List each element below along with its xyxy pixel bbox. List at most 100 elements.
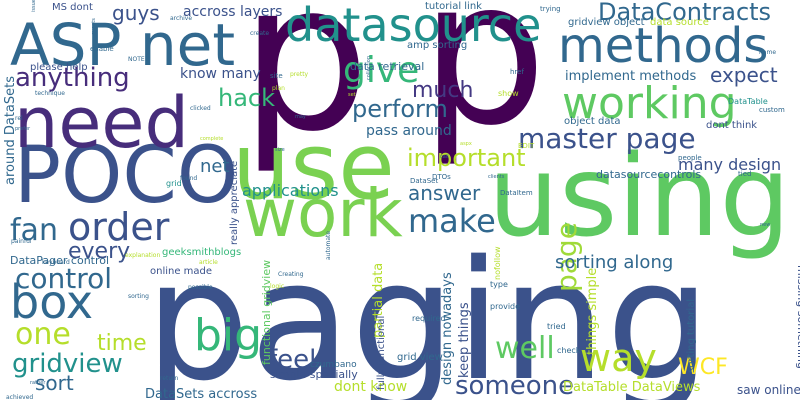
word-name: name bbox=[759, 49, 776, 56]
word-edit: EDIT bbox=[518, 142, 535, 150]
word-make: make bbox=[408, 202, 496, 240]
word-nofollow: nofollow bbox=[493, 246, 502, 280]
word-fully-functional: fully functional bbox=[376, 316, 387, 390]
word-functional-gridview: functional gridview bbox=[260, 260, 273, 365]
word-creating: Creating bbox=[278, 271, 304, 278]
word-prefer: prefer bbox=[15, 126, 31, 132]
word-master-page: master page bbox=[518, 122, 696, 155]
word-complete: complete bbox=[200, 136, 223, 142]
word-asp-net: ASP net bbox=[10, 11, 235, 79]
word-way: way bbox=[580, 336, 657, 380]
word-simple-specially: simple specially bbox=[270, 368, 358, 381]
word-people: people bbox=[678, 154, 702, 162]
word-feel: feel bbox=[268, 345, 316, 375]
word-rather: rather bbox=[30, 380, 46, 386]
word-one: one bbox=[15, 317, 71, 352]
word-please-help: please help bbox=[30, 62, 88, 73]
word-technique: technique bbox=[35, 90, 65, 97]
word-perform: perform bbox=[352, 95, 448, 123]
word-new: new bbox=[760, 222, 770, 228]
word-grid-view: grid view bbox=[397, 352, 443, 363]
word-expect: expect bbox=[710, 63, 778, 87]
word-p: p bbox=[240, 0, 370, 177]
word-create: create bbox=[250, 30, 269, 37]
word-found: found bbox=[180, 175, 197, 182]
word-sorting-along: sorting along bbox=[555, 252, 673, 273]
word-missing-something: missing something bbox=[795, 265, 800, 369]
word-know-many: know many bbox=[180, 66, 261, 82]
word-note: NOTE bbox=[128, 56, 145, 63]
word-fan: fan bbox=[10, 213, 58, 248]
word-amp-sorting: amp sorting bbox=[407, 40, 467, 51]
word-many-design: many design bbox=[678, 155, 781, 174]
word-rel: rel bbox=[15, 115, 23, 122]
word-using: using bbox=[488, 132, 791, 262]
word-guys: guys bbox=[112, 1, 160, 25]
word-dataset: DataSet bbox=[410, 177, 438, 185]
word-keyboard: keyboard bbox=[42, 259, 70, 266]
word-sorting: sorting bbox=[128, 293, 149, 300]
word-gridview-object: gridview object bbox=[568, 17, 645, 28]
word-dataitem: DataItem bbox=[500, 189, 533, 197]
word-accross-layers: accross layers bbox=[183, 4, 282, 20]
word-tutorial-link: tutorial link bbox=[425, 1, 482, 12]
word-pretty: pretty bbox=[290, 71, 309, 78]
word-clicked: clicked bbox=[190, 105, 211, 112]
word-aspx: aspx bbox=[460, 141, 472, 147]
word-provide: provide bbox=[490, 302, 520, 311]
word-tried: tried bbox=[547, 322, 566, 331]
word-wcf: WCF bbox=[678, 355, 728, 380]
word-object-data: object data bbox=[564, 116, 621, 127]
word-plan: plan bbox=[272, 85, 285, 92]
word-working: working bbox=[562, 78, 737, 129]
word-design-nowadays: design nowadays bbox=[440, 272, 455, 385]
word-important: important bbox=[407, 144, 526, 172]
word-really-appreciate: really appreciate bbox=[229, 161, 240, 245]
word-type: type bbox=[490, 280, 508, 289]
word-box: box bbox=[10, 275, 93, 329]
word-someone: someone bbox=[455, 371, 574, 400]
word-article: article bbox=[199, 259, 218, 266]
word-give: give bbox=[343, 50, 419, 91]
word-net: net bbox=[200, 156, 230, 177]
word-data-source: data source bbox=[650, 17, 709, 28]
word-datacontracts: DataContracts bbox=[598, 0, 771, 26]
word-anything: anything bbox=[15, 63, 130, 93]
word-custom: custom bbox=[759, 106, 785, 114]
word-explanation: explanation bbox=[125, 252, 160, 259]
word-required: required bbox=[412, 314, 446, 323]
word-control: control bbox=[15, 262, 112, 295]
word-gridview: gridview bbox=[12, 349, 123, 379]
word-check: check bbox=[557, 346, 581, 355]
word-geeksmithblogs: geeksmithblogs bbox=[162, 247, 241, 258]
word-call: call bbox=[440, 154, 449, 160]
word-p: p bbox=[420, 0, 547, 170]
word-big: big bbox=[194, 310, 262, 361]
word-may: may bbox=[295, 114, 306, 120]
word-archive: archive bbox=[170, 15, 192, 22]
word-applications: applications bbox=[242, 181, 339, 200]
word-saw-online: saw online bbox=[737, 383, 800, 397]
word-page: page bbox=[550, 222, 583, 292]
word-datatable-dataviews: DataTable DataViews bbox=[563, 380, 701, 395]
word-painful: painful bbox=[11, 238, 32, 245]
word-events: events bbox=[91, 18, 97, 35]
word-achieved: achieved bbox=[6, 394, 33, 400]
word-href: href bbox=[510, 68, 524, 76]
word-automate: automate bbox=[325, 231, 332, 260]
word-datasourcecontrols: datasourcecontrols bbox=[596, 168, 701, 181]
word-tied: tied bbox=[738, 170, 751, 178]
word-time: time bbox=[97, 331, 147, 356]
word-implement-methods: implement methods bbox=[565, 69, 696, 84]
word-enable: enable bbox=[90, 45, 114, 53]
word-datatable: DataTable bbox=[728, 97, 768, 106]
word-datasource: datasource bbox=[285, 0, 541, 52]
word-datapager-control: DataPager control bbox=[10, 254, 109, 267]
word-show: show bbox=[498, 89, 519, 98]
word-possible: possible bbox=[188, 284, 213, 291]
word-return: return bbox=[160, 375, 179, 382]
word-dont-know: dont know bbox=[334, 379, 407, 395]
word-keep-things: keep things bbox=[457, 302, 472, 378]
